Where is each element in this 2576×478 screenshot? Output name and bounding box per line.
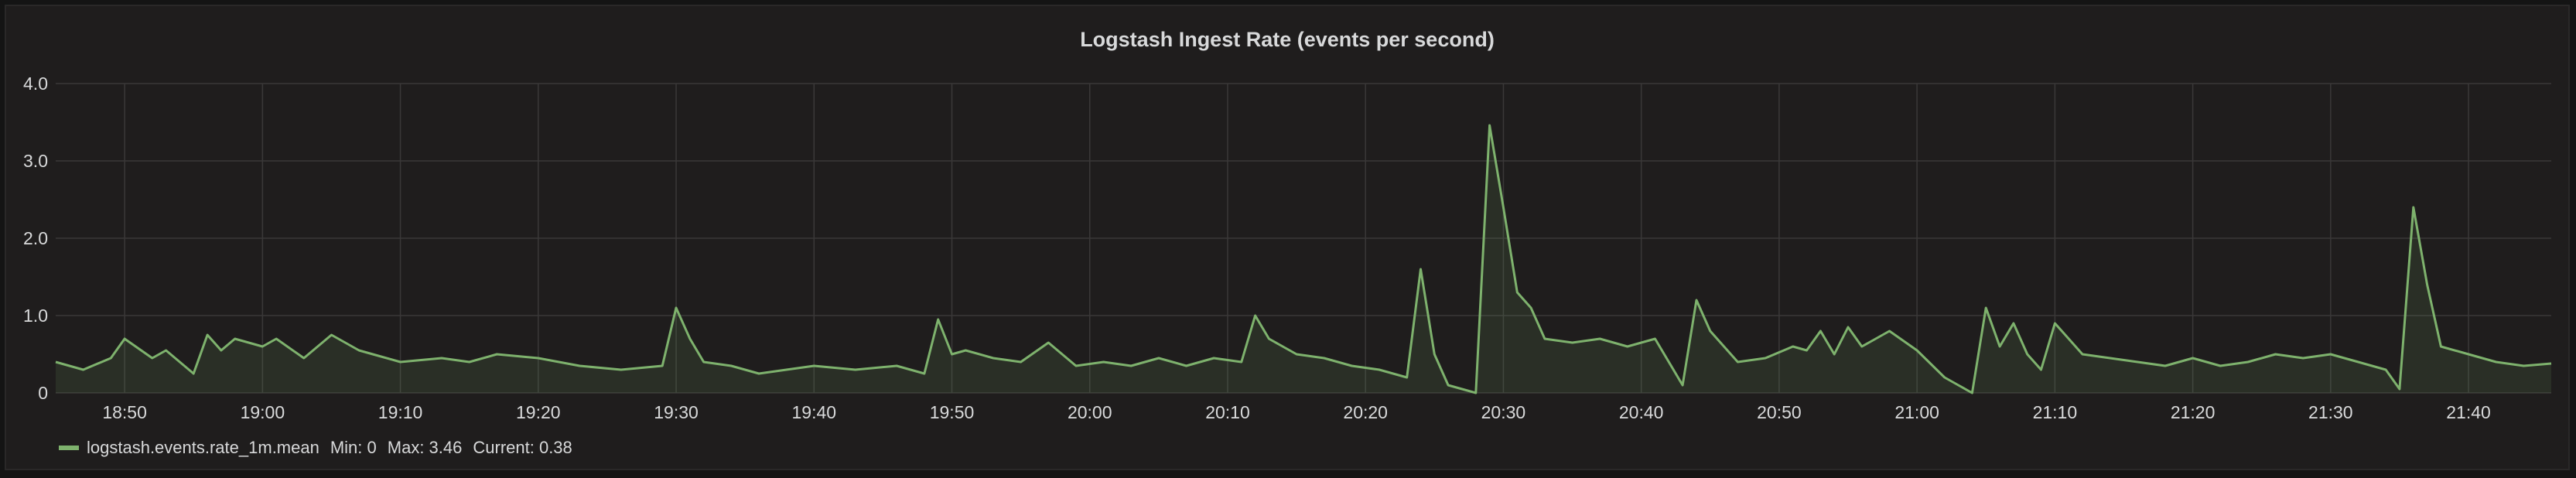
x-tick-label: 20:10 <box>1205 402 1250 422</box>
x-tick-label: 21:20 <box>2171 402 2216 422</box>
y-tick-label: 1.0 <box>23 306 48 326</box>
x-tick-label: 20:50 <box>1757 402 1802 422</box>
x-tick-label: 19:20 <box>516 402 561 422</box>
y-tick-label: 0 <box>38 383 48 403</box>
series-line <box>55 124 2552 394</box>
x-tick-label: 19:10 <box>378 402 423 422</box>
x-tick-label: 20:20 <box>1343 402 1388 422</box>
x-tick-label: 19:50 <box>930 402 975 422</box>
x-tick-label: 19:00 <box>241 402 285 422</box>
series-area <box>56 125 2551 393</box>
panel-title[interactable]: Logstash Ingest Rate (events per second) <box>1080 28 1495 51</box>
y-tick-label: 3.0 <box>23 151 48 171</box>
legend-current: Current: 0.38 <box>473 438 572 457</box>
y-tick-label: 2.0 <box>23 228 48 248</box>
x-tick-label: 21:30 <box>2308 402 2353 422</box>
graph-panel: Logstash Ingest Rate (events per second)… <box>5 5 2570 470</box>
x-tick-label: 20:30 <box>1481 402 1526 422</box>
legend-swatch[interactable] <box>59 446 79 450</box>
chart-plot: 0 1.0 2.0 3.0 4.0 18:50 19:00 19:10 19:20 19:30 19… <box>23 73 2552 422</box>
legend-series-label[interactable]: logstash.events.rate_1m.mean <box>87 438 319 457</box>
x-tick-label: 21:40 <box>2446 402 2491 422</box>
legend-min: Min: 0 <box>330 438 377 457</box>
x-tick-label: 21:00 <box>1894 402 1939 422</box>
x-tick-label: 18:50 <box>102 402 147 422</box>
x-tick-label: 20:40 <box>1619 402 1664 422</box>
x-tick-label: 19:30 <box>654 402 699 422</box>
legend-max: Max: 3.46 <box>387 438 463 457</box>
x-tick-label: 21:10 <box>2033 402 2078 422</box>
legend: logstash.events.rate_1m.mean Min: 0 Max:… <box>59 436 572 459</box>
x-tick-label: 19:40 <box>791 402 836 422</box>
y-tick-label: 4.0 <box>23 73 48 94</box>
x-tick-label: 20:00 <box>1068 402 1112 422</box>
